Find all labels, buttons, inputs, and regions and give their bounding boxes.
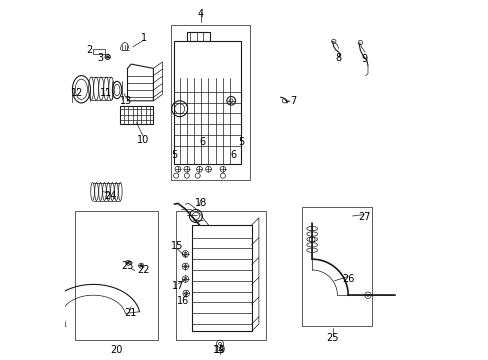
- Text: 6: 6: [199, 137, 205, 147]
- Text: 9: 9: [361, 54, 366, 64]
- Text: 7: 7: [290, 96, 296, 106]
- Text: 1: 1: [141, 33, 146, 43]
- Circle shape: [366, 294, 368, 296]
- Bar: [170, 25, 249, 180]
- Text: 10: 10: [137, 135, 149, 145]
- Text: 5: 5: [237, 137, 244, 147]
- Text: 4: 4: [197, 9, 203, 19]
- Text: 15: 15: [170, 240, 183, 251]
- Text: 17: 17: [172, 281, 184, 291]
- Bar: [120, 106, 152, 124]
- Text: 6: 6: [229, 150, 236, 160]
- Bar: [93, 49, 104, 54]
- Text: 14: 14: [212, 345, 224, 355]
- Text: 18: 18: [194, 198, 206, 208]
- Text: 13: 13: [120, 96, 132, 106]
- Text: 8: 8: [334, 53, 341, 63]
- Text: 26: 26: [341, 274, 354, 284]
- Circle shape: [140, 265, 142, 267]
- Text: 25: 25: [326, 333, 338, 343]
- Text: 11: 11: [100, 88, 112, 98]
- Text: 5: 5: [170, 150, 177, 160]
- Text: 21: 21: [123, 308, 136, 318]
- Text: 19: 19: [213, 345, 225, 355]
- Text: 27: 27: [357, 212, 369, 222]
- Bar: [186, 32, 210, 41]
- Bar: [302, 207, 371, 326]
- Circle shape: [127, 262, 129, 264]
- Text: 22: 22: [137, 265, 150, 275]
- Text: 12: 12: [70, 88, 83, 98]
- Bar: [174, 41, 241, 164]
- Text: 2: 2: [86, 45, 92, 55]
- Text: 16: 16: [177, 296, 189, 306]
- Bar: [192, 225, 251, 331]
- Bar: [176, 211, 265, 340]
- Text: 23: 23: [121, 261, 133, 271]
- Text: 3: 3: [97, 53, 103, 63]
- Circle shape: [106, 56, 108, 58]
- Text: 20: 20: [110, 345, 122, 355]
- Text: 24: 24: [104, 191, 117, 201]
- Bar: [75, 211, 158, 340]
